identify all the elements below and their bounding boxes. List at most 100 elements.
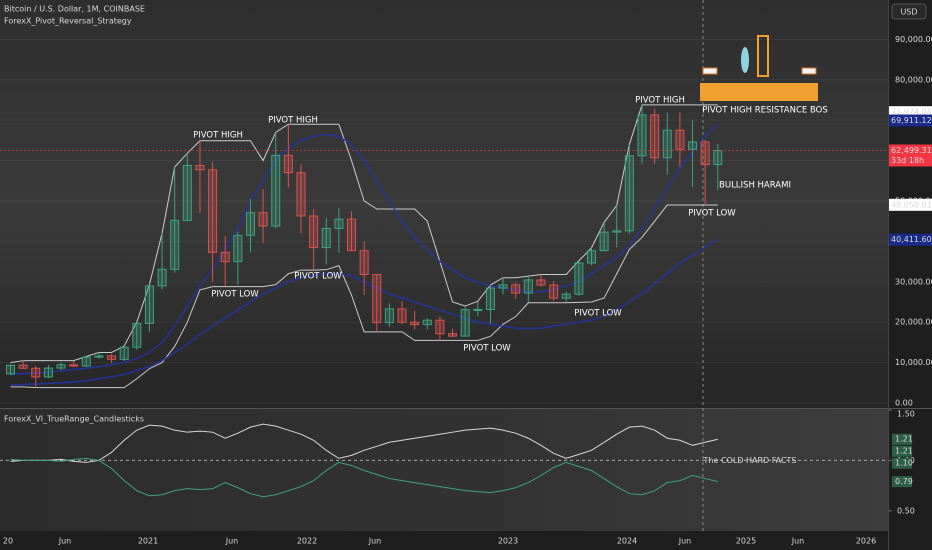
x-tick-label: Jun bbox=[678, 537, 692, 546]
candle-body bbox=[561, 293, 571, 299]
value-label: 0.79 bbox=[895, 477, 913, 486]
y-tick-label: 20,000.00 bbox=[895, 318, 932, 327]
candle-body bbox=[107, 355, 117, 360]
candle-body bbox=[612, 230, 622, 233]
value-label-box bbox=[892, 476, 912, 488]
x-tick-label: Jun bbox=[368, 537, 382, 546]
value-label-box bbox=[892, 457, 912, 469]
candle-body bbox=[309, 215, 319, 248]
currency: USD bbox=[900, 8, 917, 17]
candle-body bbox=[435, 319, 445, 335]
candle-body bbox=[523, 279, 533, 294]
indicator-line bbox=[10, 204, 718, 389]
price-label: 71,974.04 bbox=[891, 108, 932, 117]
candle-body bbox=[700, 141, 710, 166]
strategy-title: ForexX_Pivot_Reversal_Strategy bbox=[4, 17, 132, 26]
candle-body bbox=[359, 250, 369, 276]
candle-body bbox=[31, 367, 41, 378]
x-tick-label: 2022 bbox=[297, 537, 317, 546]
candle-body bbox=[586, 250, 596, 264]
value-label: 1.10 bbox=[895, 459, 913, 468]
candle-body bbox=[233, 234, 243, 263]
candle-body bbox=[637, 114, 647, 157]
candle-body bbox=[195, 164, 205, 171]
y-tick-label: 0.50 bbox=[897, 506, 915, 515]
x-tick-label: 2026 bbox=[856, 537, 876, 546]
annotation: PIVOT LOW bbox=[294, 272, 342, 282]
candle-body bbox=[170, 219, 180, 270]
candle-body bbox=[662, 129, 672, 159]
price-label-box bbox=[889, 198, 932, 211]
barricade bbox=[702, 67, 718, 75]
value-label-box bbox=[892, 445, 912, 457]
y-tick-label: 0.00 bbox=[895, 399, 913, 408]
value-label-box bbox=[892, 433, 912, 445]
annotation: PIVOT LOW bbox=[574, 309, 622, 319]
candle-body bbox=[498, 284, 508, 289]
time-axis bbox=[0, 531, 888, 550]
annotation: PIVOT LOW bbox=[463, 344, 511, 354]
price-label: 69,911.12 bbox=[891, 116, 932, 125]
x-tick-label: 2021 bbox=[138, 537, 158, 546]
candle-body bbox=[460, 309, 470, 337]
indicator-line bbox=[10, 457, 718, 498]
annotation: PIVOT HIGH bbox=[193, 131, 243, 141]
candle-body bbox=[549, 284, 559, 299]
indicator-title: ForexX_VI_TrueRange_Candlesticks bbox=[4, 415, 144, 424]
y-tick-label: 80,000.00 bbox=[895, 75, 932, 84]
candle-body bbox=[574, 262, 584, 295]
indicator-line bbox=[10, 123, 719, 376]
banner bbox=[700, 83, 818, 101]
candle-body bbox=[536, 279, 546, 286]
candle-body bbox=[473, 308, 483, 311]
candle-body bbox=[384, 308, 394, 324]
candle-body bbox=[157, 268, 167, 287]
candle-body bbox=[296, 172, 306, 217]
candle-body bbox=[688, 141, 698, 150]
indicator-line bbox=[10, 104, 718, 364]
annotation: BULLISH HARAMI bbox=[719, 181, 791, 191]
x-tick-label: 2025 bbox=[736, 537, 756, 546]
countdown: 33d 18h bbox=[891, 156, 924, 165]
candle-body bbox=[334, 218, 344, 229]
price-label-box bbox=[889, 144, 932, 167]
x-tick-label: Jun bbox=[58, 537, 72, 546]
candle-body bbox=[182, 164, 192, 221]
candle-body bbox=[397, 308, 407, 323]
y-tick-label: 1.50 bbox=[897, 410, 915, 419]
candle-body bbox=[119, 346, 129, 360]
annotation: PIVOT HIGH bbox=[635, 96, 685, 106]
y-tick-label: 30,000.00 bbox=[895, 277, 932, 286]
currency-box bbox=[891, 3, 927, 20]
candle-body bbox=[208, 169, 218, 253]
price-label: 49,050.01 bbox=[891, 200, 932, 209]
price-label: 40,411.60 bbox=[891, 235, 932, 244]
x-tick-label: Jun bbox=[791, 537, 805, 546]
candle-body bbox=[599, 231, 609, 252]
candle-body bbox=[448, 333, 458, 337]
candle-body bbox=[511, 284, 521, 294]
candle-body bbox=[650, 114, 660, 159]
candle-body bbox=[69, 364, 79, 367]
price-label: 62,499.31 bbox=[891, 146, 932, 155]
y-tick-label: 10,000.00 bbox=[895, 358, 932, 367]
annotation: PIVOT LOW bbox=[211, 290, 259, 300]
candle-body bbox=[245, 212, 255, 236]
chart-title: Bitcoin / U.S. Dollar, 1M, COINBASE bbox=[4, 5, 145, 14]
candle-body bbox=[271, 154, 281, 227]
reference-label: The COLD HARD FACTS bbox=[703, 456, 797, 465]
value-label: 1.21 bbox=[895, 447, 913, 456]
candle-body bbox=[144, 285, 154, 324]
x-tick-label: 20 bbox=[3, 537, 13, 546]
candle-body bbox=[283, 154, 293, 174]
candle-body bbox=[18, 364, 28, 369]
candle-body bbox=[81, 356, 91, 367]
candle-body bbox=[422, 319, 432, 326]
candle-body bbox=[713, 149, 723, 166]
x-tick-label: 2023 bbox=[498, 537, 518, 546]
candle-body bbox=[624, 155, 634, 232]
annotation: PIVOT HIGH bbox=[268, 116, 318, 126]
candle-body bbox=[675, 129, 685, 150]
candle-body bbox=[321, 227, 331, 248]
